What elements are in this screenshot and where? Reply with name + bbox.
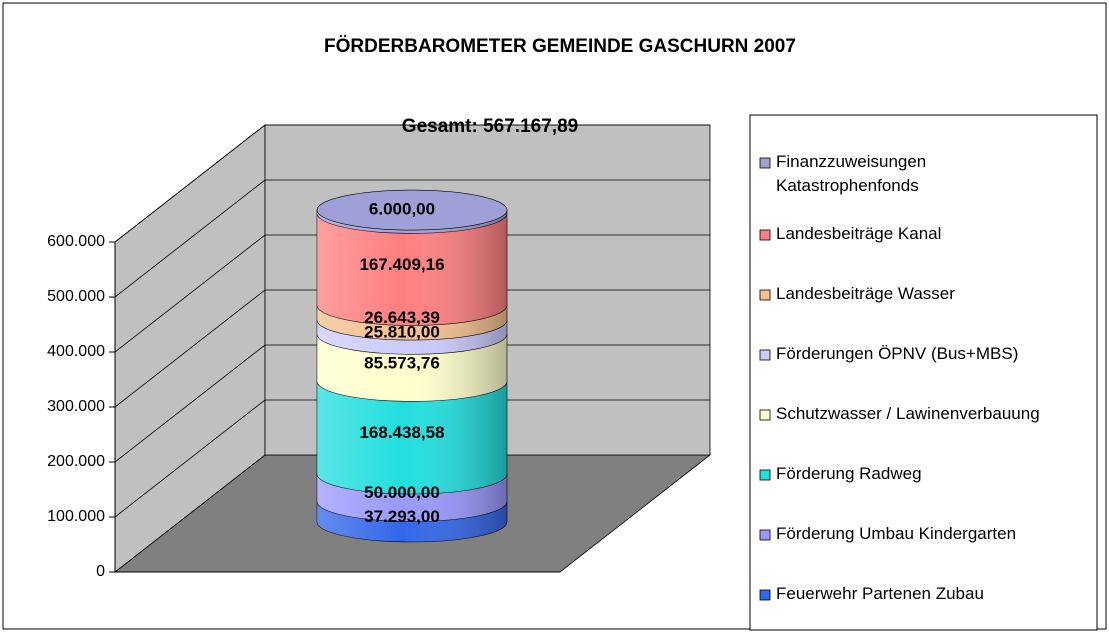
legend-item: Schutzwasser / Lawinenverbauung — [776, 404, 1040, 423]
segment-shade — [317, 381, 507, 494]
y-tick-label: 400.000 — [47, 343, 105, 360]
legend-label: Schutzwasser / Lawinenverbauung — [776, 404, 1040, 423]
legend-item: Förderung Umbau Kindergarten — [776, 524, 1017, 543]
grid-line — [114, 289, 710, 408]
legend-label: Landesbeiträge Wasser — [776, 284, 955, 303]
data-label: 6.000,00 — [369, 200, 435, 219]
legend-label: Landesbeiträge Kanal — [776, 224, 942, 243]
legend-swatch — [759, 409, 771, 421]
grid-line — [114, 234, 710, 353]
segment-shade — [317, 213, 507, 326]
legend-item: Förderungen ÖPNV (Bus+MBS) — [776, 344, 1019, 363]
legend-item: Finanzzuweisungen Katastrophenfonds — [776, 152, 927, 195]
data-label: 85.573,76 — [364, 353, 440, 372]
data-label: 37.293,00 — [364, 507, 440, 526]
grid-line — [114, 399, 710, 518]
legend-swatch — [759, 349, 771, 361]
legend-label: Förderung Umbau Kindergarten — [776, 524, 1017, 543]
legend-item: Landesbeiträge Kanal — [776, 224, 942, 243]
legend-swatch — [759, 229, 771, 241]
legend-box — [749, 114, 1098, 631]
y-tick-label: 200.000 — [47, 453, 105, 470]
annotation: Gesamt: 567.167,89 — [402, 116, 578, 137]
legend-item: Landesbeiträge Wasser — [776, 284, 955, 303]
data-label: 167.409,16 — [359, 255, 444, 274]
y-tick-label: 0 — [96, 563, 105, 580]
legend-swatch — [759, 589, 771, 601]
legend-label: Förderung Radweg — [776, 464, 922, 483]
cylinder-top — [316, 189, 508, 231]
legend-item: Förderung Radweg — [776, 464, 922, 483]
legend-swatch — [759, 469, 771, 481]
grid-line — [114, 344, 710, 463]
legend-label: Finanzzuweisungen Katastrophenfonds — [776, 152, 927, 195]
grid-line — [114, 179, 710, 298]
y-tick-label: 500.000 — [47, 288, 105, 305]
data-label: 168.438,58 — [359, 423, 444, 442]
data-label: 26.643,39 — [364, 308, 440, 327]
legend-label: Förderungen ÖPNV (Bus+MBS) — [776, 344, 1019, 363]
data-label: 50.000,00 — [364, 483, 440, 502]
y-tick-label: 300.000 — [47, 398, 105, 415]
y-tick-label: 600.000 — [47, 233, 105, 250]
legend-item: Feuerwehr Partenen Zubau — [776, 584, 984, 603]
legend-label: Feuerwehr Partenen Zubau — [776, 584, 984, 603]
data-label: 25.810,00 — [364, 323, 440, 342]
y-tick-label: 100.000 — [47, 508, 105, 525]
grid-line — [114, 124, 710, 243]
chart-title: FÖRDERBAROMETER GEMEINDE GASCHURN 2007 — [324, 36, 796, 57]
legend-swatch — [759, 157, 771, 169]
legend-swatch — [759, 289, 771, 301]
legend-swatch — [759, 529, 771, 541]
